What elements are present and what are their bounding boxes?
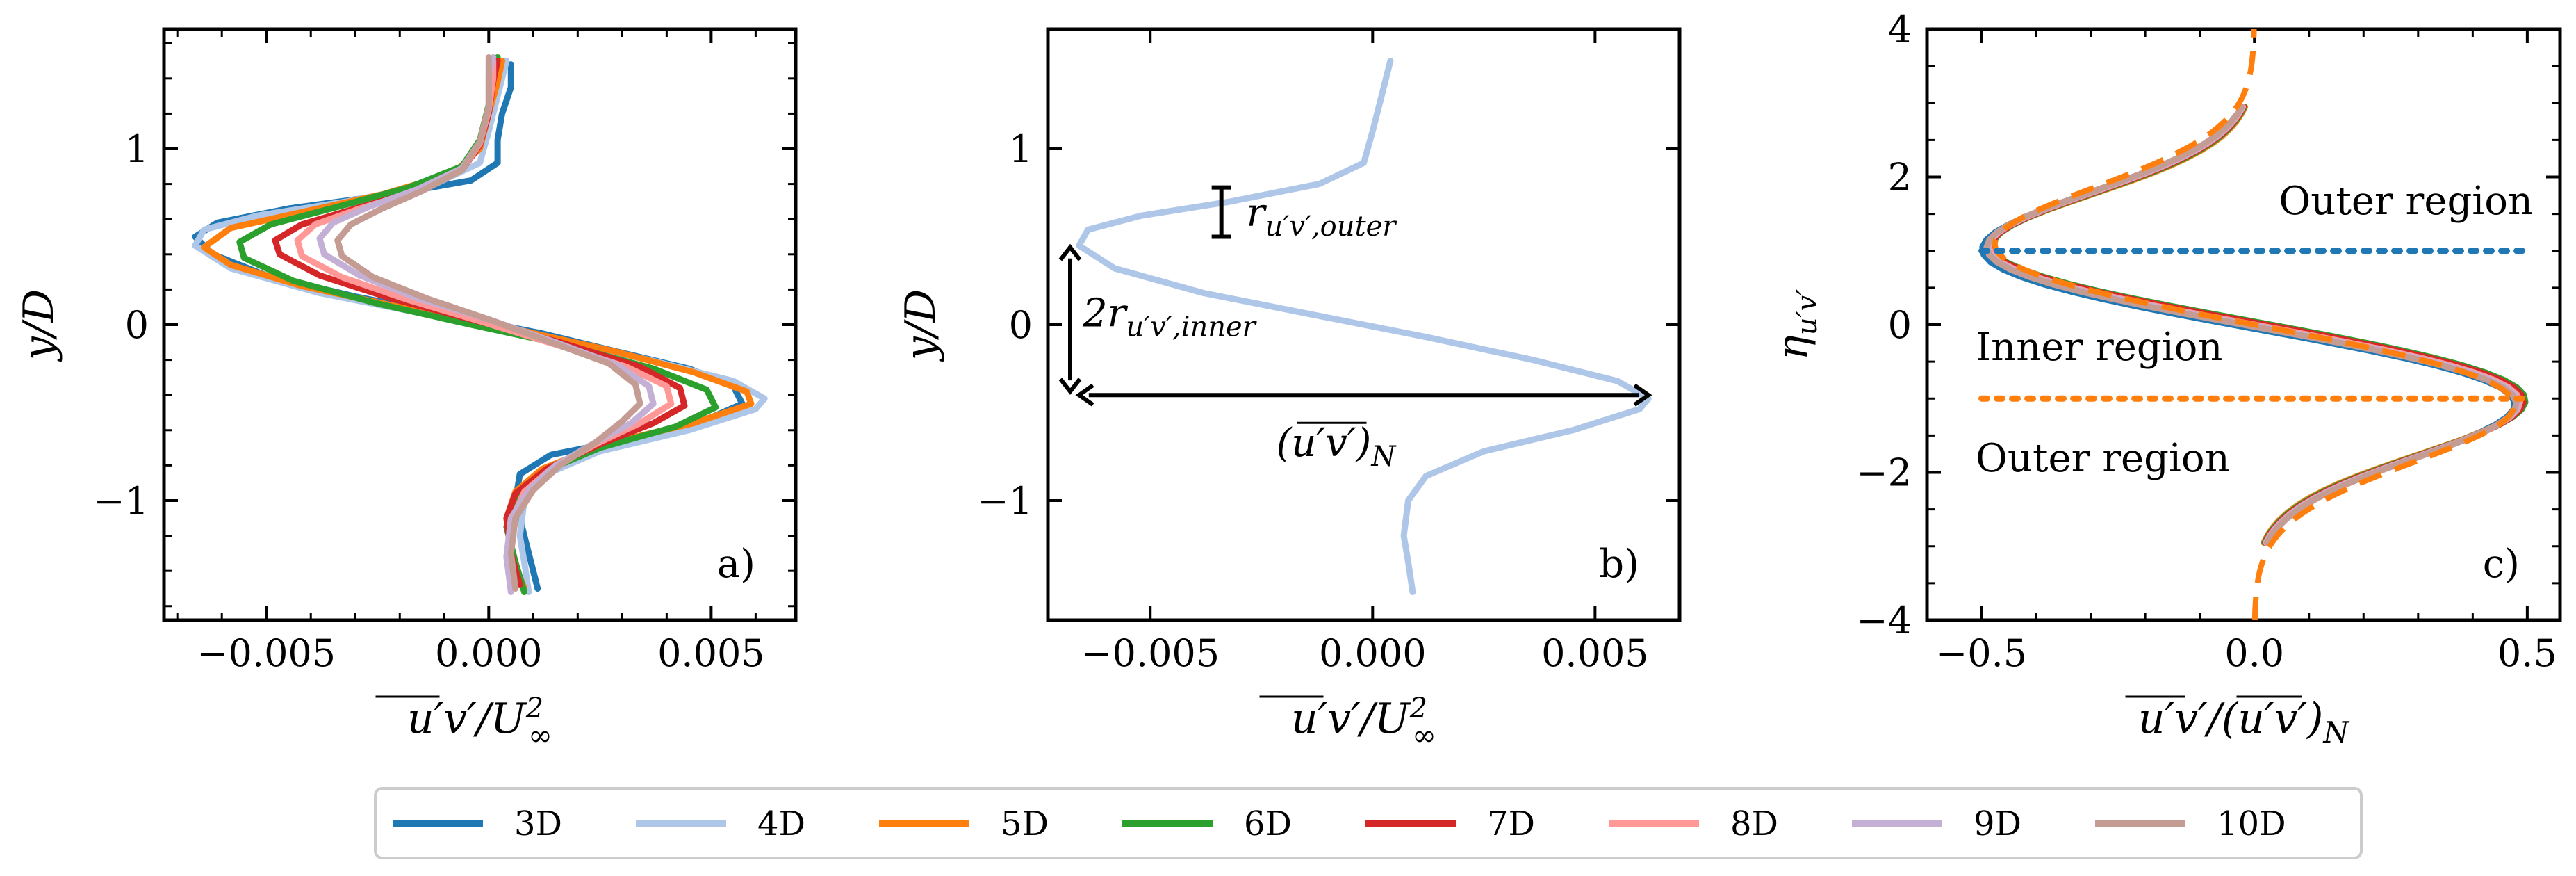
panel-a: −0.005 0.000 0.005 −1 0 1 a) u′v′/U2 ∞ y/D <box>15 27 798 752</box>
x-axis-label: u′v′/(u′v′)N <box>2138 695 2350 749</box>
legend-label-6D: 6D <box>1244 804 1292 843</box>
r-outer-label: ru′v′,outer <box>1247 190 1398 243</box>
series-line-10D <box>334 54 643 592</box>
legend-label-7D: 7D <box>1487 804 1535 843</box>
uv-norm-arrowhead <box>1633 383 1652 407</box>
legend-label-5D: 5D <box>1001 804 1049 843</box>
region-label-outer-bottom: Outer region <box>1976 436 2230 481</box>
fit-curve <box>1992 29 2517 621</box>
y-tick-label: 0 <box>1009 303 1033 347</box>
y-tick-label: −1 <box>977 479 1033 523</box>
x-tick-label: 0.0 <box>2224 631 2284 675</box>
legend-label-9D: 9D <box>1974 804 2021 843</box>
y-axis-label: y/D <box>896 289 945 362</box>
uv-norm-label: (u′v′)N <box>1277 421 1397 473</box>
y-tick-label: −2 <box>1856 451 1912 495</box>
x-tick-label: −0.005 <box>1081 631 1220 675</box>
panel-label: a) <box>717 542 755 587</box>
region-label-outer-top: Outer region <box>2279 179 2533 224</box>
legend-label-4D: 4D <box>757 804 805 843</box>
y-tick-label: 2 <box>1888 156 1912 200</box>
x-tick-label: −0.5 <box>1936 631 2027 675</box>
region-label-inner: Inner region <box>1976 325 2222 370</box>
panel-c: −0.5 0.0 0.5 −4 −2 0 2 4 c) u′v′/(u′v′)N ηu′v′ <box>1769 8 2562 749</box>
x-tick-label: 0.005 <box>1541 631 1649 675</box>
y-tick-label: −4 <box>1856 599 1912 642</box>
y-tick-label: 1 <box>1009 127 1033 171</box>
x-tick-label: 0.000 <box>435 631 543 675</box>
series-line-6D <box>236 54 719 595</box>
panel-label: b) <box>1599 542 1639 587</box>
x-axis-label: u′v′/U2 ∞ <box>407 692 552 752</box>
legend: 3D 4D 5D 6D 7D 8D 9D 10D <box>374 787 2363 859</box>
series-line-4D <box>1076 58 1652 595</box>
y-tick-label: 1 <box>125 127 149 171</box>
panel-label: c) <box>2483 542 2520 587</box>
r-inner-arrowhead <box>1058 378 1082 396</box>
x-tick-label: 0.000 <box>1319 631 1427 675</box>
x-tick-label: 0.5 <box>2497 631 2557 675</box>
y-axis-label: y/D <box>15 289 63 362</box>
y-tick-label: 0 <box>125 303 149 347</box>
x-tick-label: −0.005 <box>197 631 336 675</box>
y-tick-label: −1 <box>93 479 149 523</box>
r-inner-arrowhead <box>1058 243 1082 261</box>
uv-norm-arrowhead <box>1075 383 1094 407</box>
x-axis-label: u′v′/U2 ∞ <box>1291 692 1436 752</box>
legend-label-8D: 8D <box>1730 804 1778 843</box>
y-axis-label: ηu′v′ <box>1769 289 1823 360</box>
x-tick-label: 0.005 <box>657 631 765 675</box>
legend-label-3D: 3D <box>514 804 562 843</box>
y-tick-label: 4 <box>1888 8 1912 51</box>
legend-label-10D: 10D <box>2217 804 2286 843</box>
panel-b: −0.005 0.000 0.005−101ru′v′,outer2ru′v′,in… <box>896 27 1682 752</box>
y-tick-label: 0 <box>1888 303 1912 347</box>
